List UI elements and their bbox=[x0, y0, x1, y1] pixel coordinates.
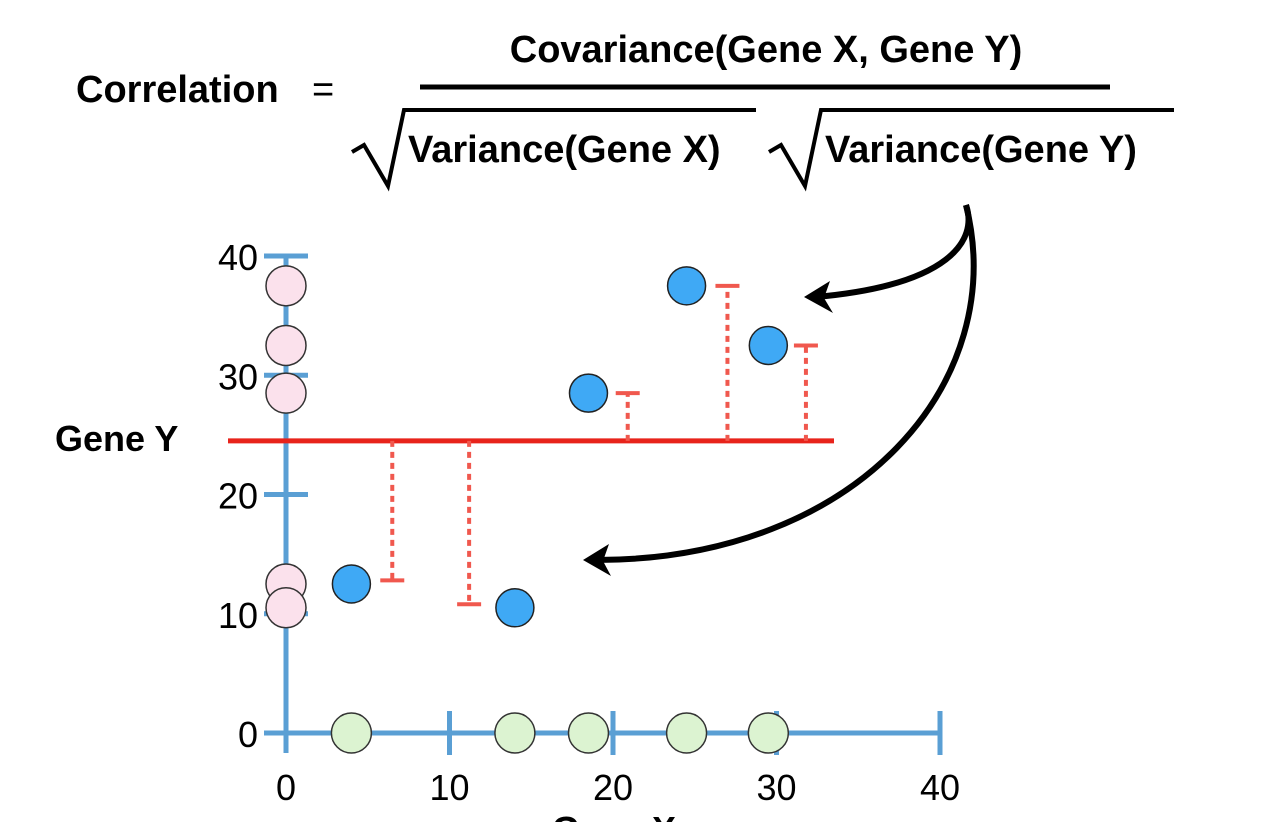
sqrt-sign-left bbox=[350, 108, 756, 192]
y-tick-label: 0 bbox=[238, 714, 258, 755]
y-projection-point bbox=[265, 587, 307, 629]
x-projection-point bbox=[665, 712, 708, 754]
correlation-formula: Correlation = Covariance(Gene X, Gene Y)… bbox=[76, 29, 1174, 192]
y-tick-label: 30 bbox=[218, 356, 258, 397]
x-tick-label: 40 bbox=[920, 767, 960, 808]
formula-equals: = bbox=[312, 69, 334, 111]
data-point bbox=[748, 325, 789, 366]
arrowhead-upper bbox=[804, 281, 833, 313]
x-projection-point bbox=[330, 712, 373, 754]
projection-layer bbox=[265, 265, 790, 754]
x-tick-label: 20 bbox=[593, 767, 633, 808]
data-point bbox=[568, 373, 609, 413]
x-projection-point bbox=[494, 712, 536, 754]
point-layer bbox=[331, 266, 789, 628]
annotation-arrows bbox=[583, 204, 977, 576]
y-projection-point bbox=[265, 372, 307, 414]
x-projection-point bbox=[747, 712, 790, 754]
x-projection-point bbox=[567, 712, 610, 754]
x-tick-label: 30 bbox=[756, 767, 796, 808]
x-tick-label: 0 bbox=[276, 767, 296, 808]
x-tick-label: 10 bbox=[429, 767, 469, 808]
arrow-to-lower-points bbox=[595, 204, 977, 563]
formula-numerator: Covariance(Gene X, Gene Y) bbox=[510, 29, 1023, 71]
data-point bbox=[331, 564, 372, 604]
y-tick-label: 10 bbox=[218, 595, 258, 636]
sqrt-sign-right bbox=[767, 108, 1174, 192]
data-point bbox=[495, 588, 535, 628]
formula-lhs: Correlation bbox=[76, 69, 279, 111]
data-point bbox=[666, 266, 707, 306]
y-tick-label: 20 bbox=[218, 476, 258, 517]
arrow-to-upper-points bbox=[815, 204, 972, 300]
residual-layer bbox=[380, 283, 818, 607]
arrowhead-lower bbox=[583, 544, 611, 576]
x-axis-label: Gene X bbox=[552, 809, 676, 822]
y-projection-point bbox=[265, 265, 307, 307]
formula-denominator-left: Variance(Gene X) bbox=[408, 129, 721, 171]
y-axis-label: Gene Y bbox=[55, 418, 178, 459]
y-projection-point bbox=[265, 324, 307, 367]
formula-denominator-right: Variance(Gene Y) bbox=[825, 129, 1137, 171]
y-tick-label: 40 bbox=[218, 237, 258, 278]
